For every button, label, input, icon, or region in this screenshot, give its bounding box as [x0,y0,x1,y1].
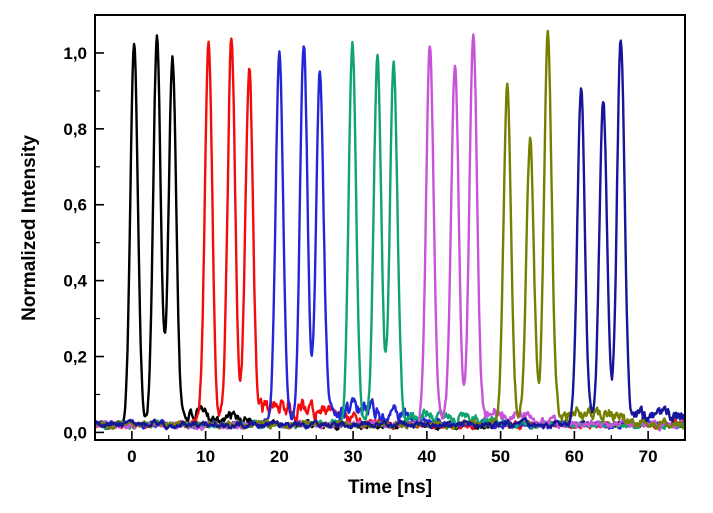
x-tick-label: 60 [565,447,584,466]
y-tick-label: 1,0 [63,44,87,63]
x-tick-label: 0 [127,447,136,466]
plot-frame [94,14,686,441]
y-tick-label: 0,2 [63,348,87,367]
series-line-pulse-train-7-navy [95,39,685,431]
y-tick-label: 0,0 [63,423,87,442]
y-tick-label: 0,6 [63,196,87,215]
x-tick-label: 30 [344,447,363,466]
y-tick-label: 0,8 [63,120,87,139]
x-tick-label: 10 [196,447,215,466]
x-tick-label: 50 [491,447,510,466]
x-tick-label: 70 [639,447,658,466]
y-tick-label: 0,4 [63,272,87,291]
x-tick-label: 20 [270,447,289,466]
y-axis-title: Normalized Intensity [19,135,40,321]
x-tick-label: 40 [417,447,436,466]
x-axis-title: Time [ns] [347,477,433,498]
